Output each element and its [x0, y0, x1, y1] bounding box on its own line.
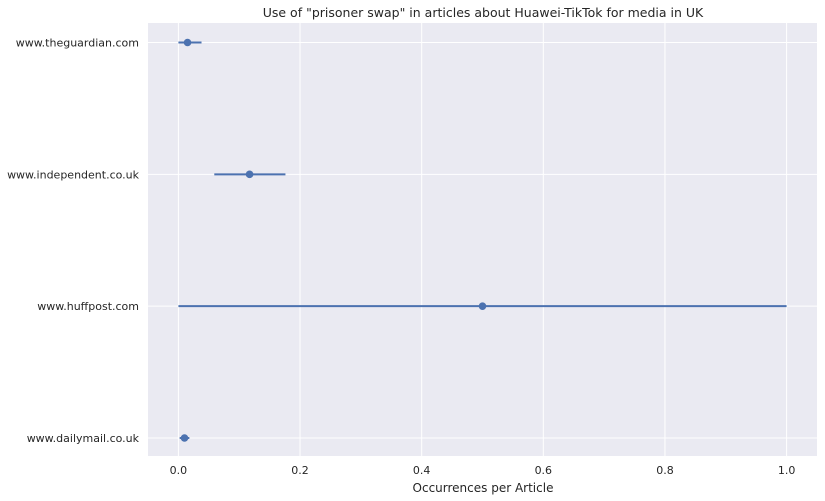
x-gridlines	[177, 23, 788, 456]
data-point	[180, 434, 189, 442]
data-marks	[178, 38, 787, 442]
data-point	[478, 302, 487, 310]
chart-title: Use of "prisoner swap" in articles about…	[263, 5, 704, 20]
x-axis-label: Occurrences per Article	[413, 481, 554, 495]
x-tick-label: 0.6	[535, 464, 553, 477]
x-tick-label: 0.0	[170, 464, 188, 477]
y-tick-label: www.independent.co.uk	[7, 168, 140, 181]
y-tick-labels: www.theguardian.com www.independent.co.uk…	[7, 37, 140, 446]
x-tick-label: 0.2	[291, 464, 309, 477]
x-tick-label: 0.8	[656, 464, 674, 477]
x-tick-label: 1.0	[778, 464, 796, 477]
y-tick-label: www.theguardian.com	[16, 37, 139, 50]
data-point	[245, 170, 254, 179]
x-tick-labels: 0.0 0.2 0.4 0.6 0.8 1.0	[170, 464, 796, 477]
x-tick-label: 0.4	[413, 464, 431, 477]
y-tick-label: www.huffpost.com	[37, 300, 139, 313]
y-tick-label: www.dailymail.co.uk	[27, 432, 140, 445]
data-point	[183, 38, 192, 47]
plot-area	[148, 23, 817, 456]
